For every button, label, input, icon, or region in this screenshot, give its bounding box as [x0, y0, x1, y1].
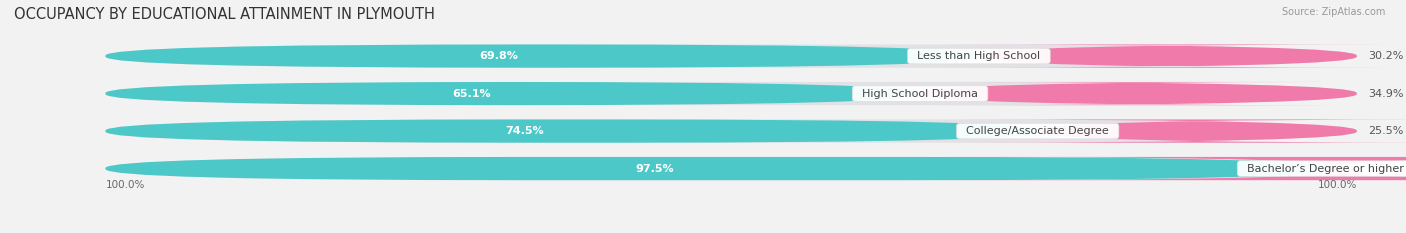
FancyBboxPatch shape [938, 157, 1406, 180]
FancyBboxPatch shape [105, 157, 1357, 180]
Text: 2.5%: 2.5% [1368, 164, 1396, 174]
FancyBboxPatch shape [920, 82, 1357, 105]
Text: High School Diploma: High School Diploma [855, 89, 986, 99]
FancyBboxPatch shape [938, 45, 1398, 68]
Text: 34.9%: 34.9% [1368, 89, 1403, 99]
FancyBboxPatch shape [105, 120, 1357, 143]
Text: 69.8%: 69.8% [479, 51, 517, 61]
FancyBboxPatch shape [105, 82, 1357, 105]
Text: 65.1%: 65.1% [453, 89, 491, 99]
Text: 74.5%: 74.5% [506, 126, 544, 136]
FancyBboxPatch shape [105, 120, 1038, 143]
Text: 25.5%: 25.5% [1368, 126, 1403, 136]
Text: Bachelor’s Degree or higher: Bachelor’s Degree or higher [1240, 164, 1406, 174]
Text: OCCUPANCY BY EDUCATIONAL ATTAINMENT IN PLYMOUTH: OCCUPANCY BY EDUCATIONAL ATTAINMENT IN P… [14, 7, 434, 22]
Text: 30.2%: 30.2% [1368, 51, 1403, 61]
Text: College/Associate Degree: College/Associate Degree [959, 126, 1116, 136]
FancyBboxPatch shape [105, 157, 1326, 180]
FancyBboxPatch shape [938, 120, 1406, 143]
FancyBboxPatch shape [105, 45, 1357, 68]
Text: 97.5%: 97.5% [636, 164, 673, 174]
Text: Source: ZipAtlas.com: Source: ZipAtlas.com [1281, 7, 1385, 17]
FancyBboxPatch shape [105, 45, 979, 68]
Text: Less than High School: Less than High School [910, 51, 1047, 61]
Text: 100.0%: 100.0% [1317, 180, 1357, 190]
FancyBboxPatch shape [105, 82, 920, 105]
Text: 100.0%: 100.0% [105, 180, 145, 190]
